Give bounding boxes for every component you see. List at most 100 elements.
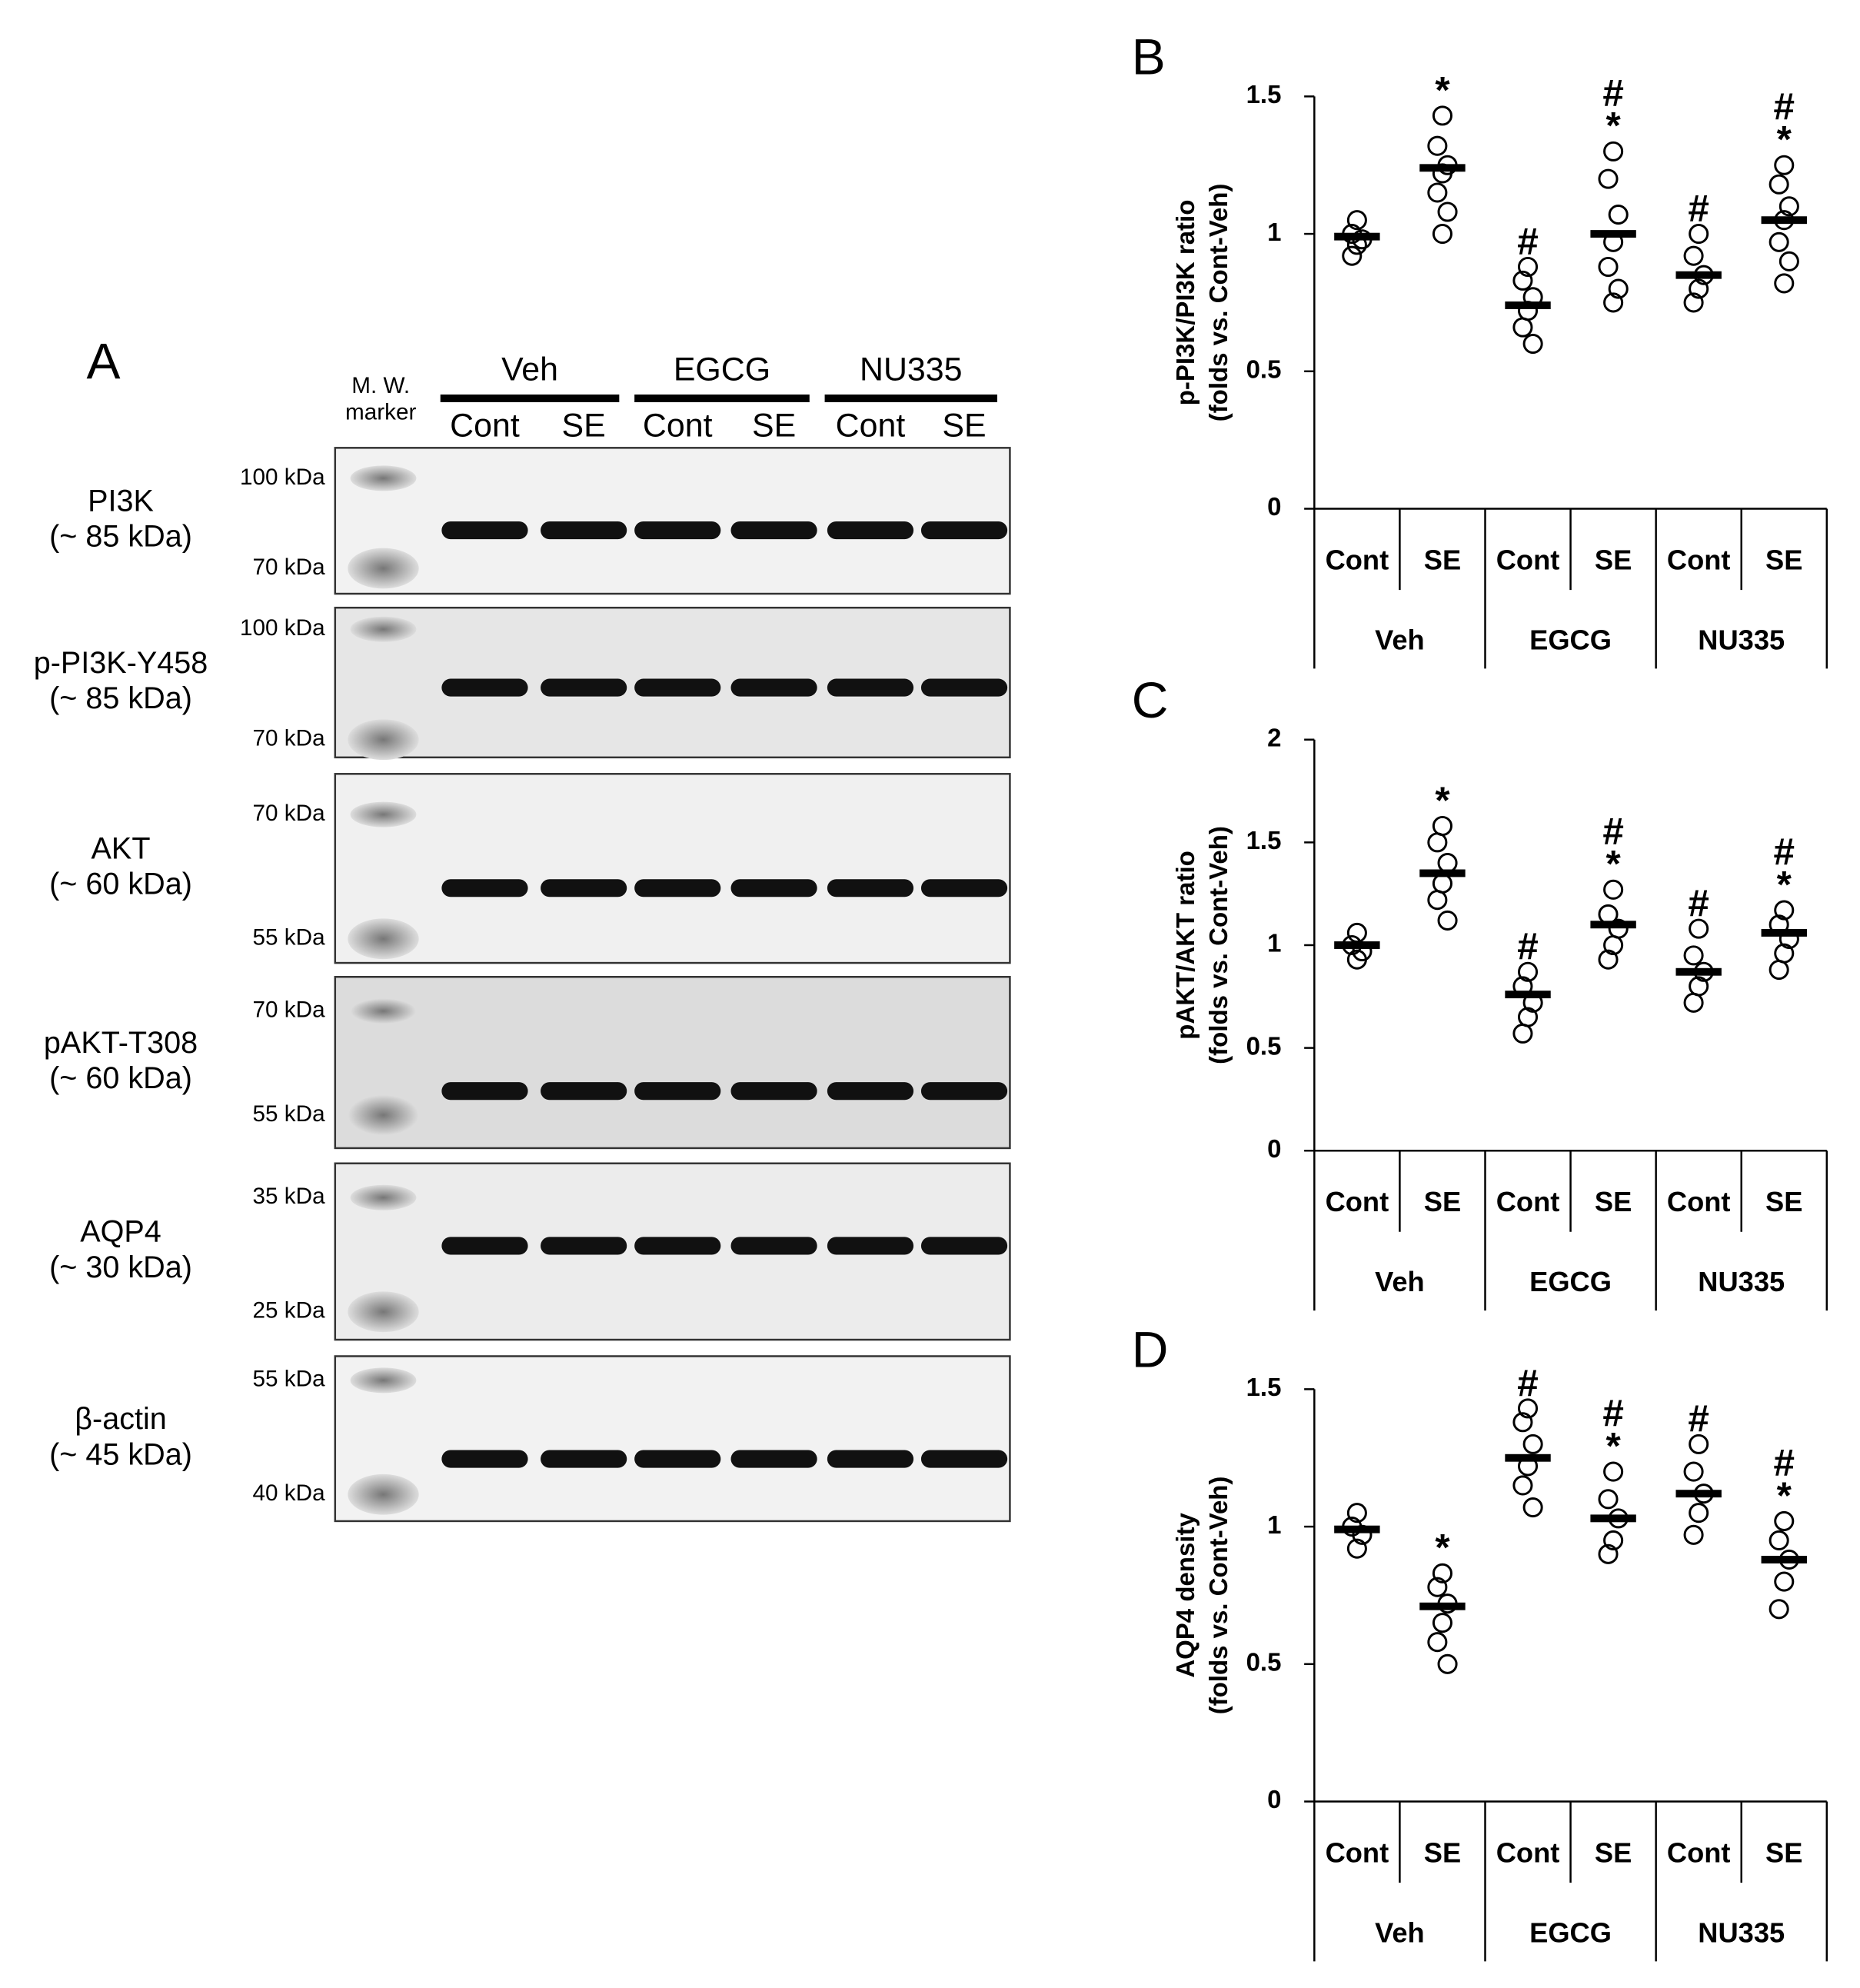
- data-point: [1346, 210, 1367, 231]
- kda-label: 40 kDa: [253, 1480, 326, 1506]
- y-tick-label: 0.5: [1246, 1648, 1282, 1677]
- significance-mark: #: [1517, 1362, 1539, 1404]
- kda-label: 70 kDa: [253, 726, 326, 751]
- band: [730, 879, 817, 897]
- protein-size: (~ 60 kDa): [49, 867, 192, 901]
- significance-mark: *: [1605, 843, 1621, 885]
- band: [827, 678, 914, 697]
- band: [920, 521, 1008, 540]
- data-point: [1603, 934, 1624, 956]
- group-label: EGCG: [1529, 1916, 1612, 1948]
- mean-bar: [1419, 869, 1466, 877]
- y-axis-label: (folds vs. Cont-Veh): [1204, 1477, 1233, 1715]
- data-point: [1683, 1461, 1704, 1482]
- band: [730, 1450, 817, 1468]
- data-point: [1598, 1489, 1619, 1510]
- blot-box: [334, 447, 1011, 595]
- data-point: [1437, 1653, 1458, 1674]
- marker-band: [350, 1184, 417, 1210]
- data-point: [1778, 196, 1799, 217]
- data-point: [1522, 334, 1543, 355]
- marker-band: [350, 801, 417, 828]
- band: [634, 521, 721, 540]
- lane-label: Cont: [643, 407, 713, 444]
- data-point: [1522, 1434, 1543, 1454]
- significance-mark: #: [1774, 1441, 1795, 1484]
- significance-mark: #: [1517, 220, 1539, 262]
- mean-bar: [1419, 164, 1466, 172]
- band: [827, 879, 914, 897]
- significance-mark: *: [1435, 69, 1450, 112]
- significance-mark: #: [1774, 85, 1795, 128]
- protein-name: AQP4: [80, 1215, 161, 1249]
- significance-mark: #: [1602, 1392, 1624, 1434]
- data-point: [1346, 1503, 1367, 1523]
- group-label: Veh: [501, 351, 558, 388]
- data-point: [1598, 949, 1619, 970]
- band: [634, 1450, 721, 1468]
- significance-mark: *: [1777, 118, 1792, 161]
- data-point: [1689, 1434, 1709, 1454]
- x-tick-label: SE: [1765, 1836, 1802, 1868]
- x-tick-label: SE: [1595, 1836, 1632, 1868]
- significance-mark: *: [1777, 864, 1792, 906]
- mean-bar: [1675, 967, 1722, 976]
- significance-mark: #: [1517, 925, 1539, 967]
- protein-name: AKT: [92, 832, 151, 866]
- y-axis-label: AQP4 density: [1171, 1513, 1200, 1678]
- data-point: [1603, 141, 1624, 162]
- data-point: [1603, 1530, 1624, 1550]
- data-point: [1427, 182, 1448, 203]
- data-point: [1603, 1461, 1624, 1482]
- data-point: [1603, 879, 1624, 900]
- significance-mark: #: [1688, 1397, 1709, 1440]
- data-point: [1437, 201, 1458, 222]
- protein-size: (~ 30 kDa): [49, 1250, 192, 1284]
- data-point: [1427, 135, 1448, 156]
- data-point: [1768, 174, 1789, 195]
- group-label: NU335: [1698, 624, 1785, 655]
- y-axis-label: pAKT/AKT ratio: [1171, 851, 1200, 1040]
- band: [730, 678, 817, 697]
- band: [541, 1450, 627, 1468]
- y-tick-label: 0: [1267, 1134, 1281, 1163]
- data-point: [1689, 224, 1709, 245]
- kda-label: 70 kDa: [253, 554, 326, 580]
- kda-label: 55 kDa: [253, 925, 326, 951]
- mean-bar: [1590, 921, 1636, 929]
- significance-mark: *: [1605, 105, 1621, 147]
- x-tick-label: SE: [1424, 544, 1461, 575]
- x-tick-label: Cont: [1496, 544, 1560, 575]
- band: [827, 521, 914, 540]
- x-tick-label: Cont: [1496, 1836, 1560, 1868]
- marker-label: M. W.: [351, 373, 410, 398]
- kda-label: 55 kDa: [253, 1101, 326, 1127]
- marker-band: [348, 719, 419, 761]
- data-point: [1427, 890, 1448, 911]
- marker-label: marker: [345, 400, 416, 425]
- x-tick-label: Cont: [1667, 544, 1731, 575]
- band: [920, 1237, 1008, 1255]
- y-axis-label: p-PI3K/PI3K ratio: [1171, 200, 1200, 406]
- band: [441, 678, 528, 697]
- data-point: [1608, 278, 1629, 299]
- data-point: [1432, 224, 1452, 245]
- protein-size: (~ 85 kDa): [49, 520, 192, 554]
- band: [827, 1450, 914, 1468]
- data-point: [1522, 1497, 1543, 1518]
- band: [634, 879, 721, 897]
- group-label: Veh: [1375, 624, 1425, 655]
- data-point: [1512, 1475, 1533, 1496]
- data-point: [1689, 1503, 1709, 1523]
- kda-label: 100 kDa: [240, 615, 325, 641]
- mean-bar: [1334, 941, 1380, 949]
- data-point: [1437, 853, 1458, 874]
- band: [730, 521, 817, 540]
- blot-box: [334, 1355, 1011, 1523]
- mean-bar: [1675, 1490, 1722, 1498]
- y-tick-label: 2: [1267, 723, 1281, 751]
- data-point: [1768, 1599, 1789, 1620]
- data-point: [1437, 910, 1458, 931]
- data-point: [1598, 1543, 1619, 1564]
